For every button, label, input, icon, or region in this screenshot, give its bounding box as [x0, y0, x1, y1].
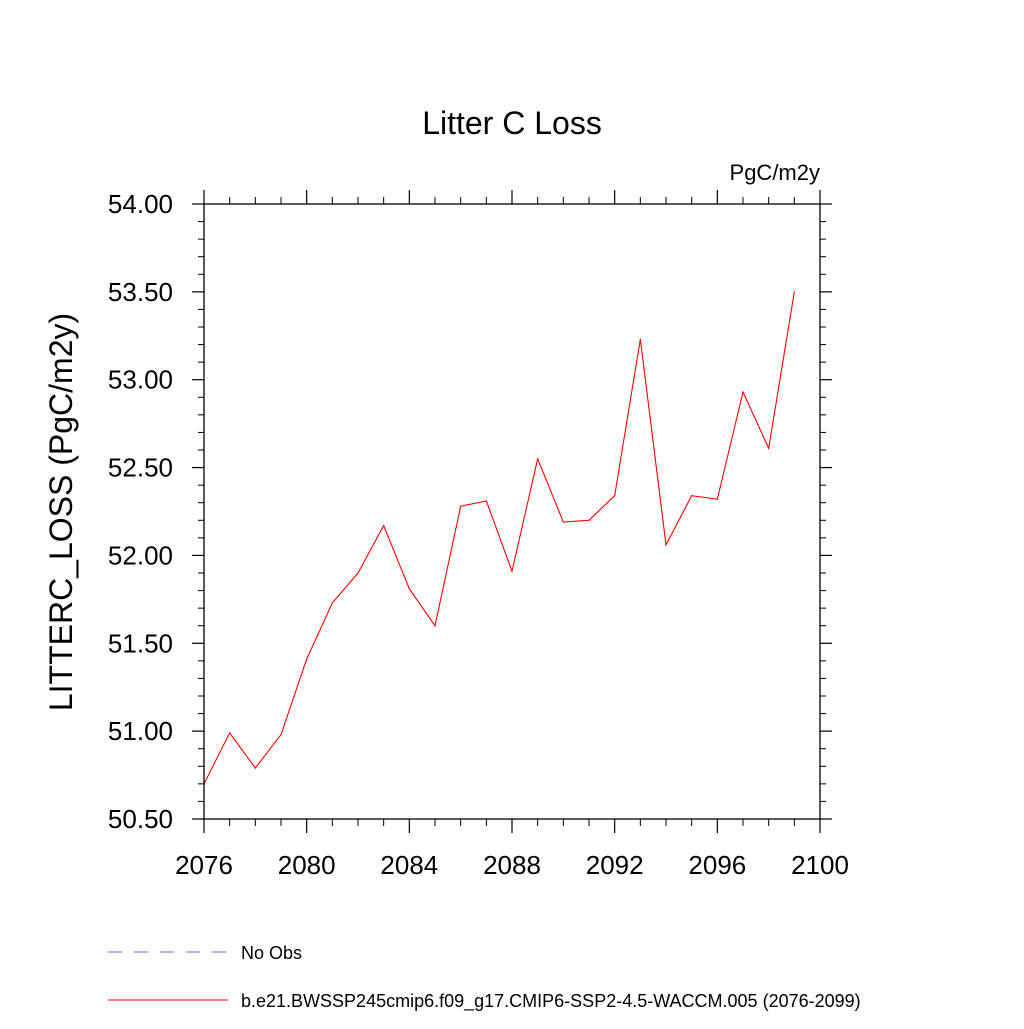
axis-ticks	[192, 190, 832, 833]
data-point	[357, 572, 359, 574]
data-point	[691, 495, 693, 497]
data-point	[229, 732, 231, 734]
data-point	[254, 767, 256, 769]
y-tick-label: 52.00	[108, 540, 173, 570]
data-point	[639, 338, 641, 340]
x-tick-label: 2080	[278, 850, 336, 880]
units-label: PgC/m2y	[730, 160, 820, 185]
data-point	[485, 500, 487, 502]
data-point	[408, 588, 410, 590]
data-point	[742, 391, 744, 393]
series-line	[203, 291, 795, 785]
data-point	[562, 521, 564, 523]
data-point	[588, 519, 590, 521]
x-tick-label: 2088	[483, 850, 541, 880]
legend: No Obs b.e21.BWSSP245cmip6.f09_g17.CMIP6-…	[108, 943, 861, 1012]
data-point	[716, 498, 718, 500]
x-tick-label: 2092	[586, 850, 644, 880]
x-tick-label: 2100	[791, 850, 849, 880]
data-point	[280, 734, 282, 736]
x-tick-label: 2076	[175, 850, 233, 880]
data-point	[665, 544, 667, 546]
data-point	[383, 524, 385, 527]
legend-label: b.e21.BWSSP245cmip6.f09_g17.CMIP6-SSP2-4…	[241, 991, 861, 1012]
plot-frame	[203, 203, 821, 820]
tick-labels: 2076 2080 2084 2088 2092 2096 2100 50.50 51.00 51…	[108, 189, 849, 880]
y-tick-label: 53.00	[108, 365, 173, 395]
data-point	[793, 291, 795, 293]
y-tick-label: 51.50	[108, 628, 173, 658]
y-tick-label: 52.50	[108, 453, 173, 483]
y-axis-label: LITTERC_LOSS (PgC/m2y)	[43, 313, 79, 711]
data-point	[537, 458, 539, 460]
chart-title: Litter C Loss	[422, 105, 602, 141]
x-tick-label: 2084	[380, 850, 438, 880]
data-point	[434, 625, 436, 627]
legend-label: No Obs	[241, 943, 302, 963]
y-tick-label: 53.50	[108, 277, 173, 307]
y-tick-label: 51.00	[108, 716, 173, 746]
x-tick-label: 2096	[688, 850, 746, 880]
series-layer	[203, 291, 795, 785]
data-point	[768, 447, 770, 449]
data-point	[306, 658, 308, 660]
data-point	[511, 570, 513, 572]
y-tick-label: 54.00	[108, 189, 173, 219]
data-point	[331, 602, 333, 604]
data-point	[460, 505, 462, 507]
data-point	[614, 495, 616, 497]
y-tick-label: 50.50	[108, 804, 173, 834]
